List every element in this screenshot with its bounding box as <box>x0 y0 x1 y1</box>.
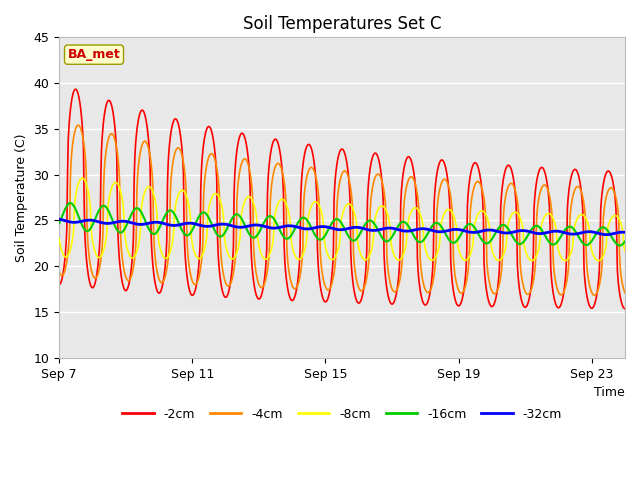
Text: BA_met: BA_met <box>68 48 120 61</box>
X-axis label: Time: Time <box>595 386 625 399</box>
Y-axis label: Soil Temperature (C): Soil Temperature (C) <box>15 133 28 262</box>
Title: Soil Temperatures Set C: Soil Temperatures Set C <box>243 15 442 33</box>
Legend: -2cm, -4cm, -8cm, -16cm, -32cm: -2cm, -4cm, -8cm, -16cm, -32cm <box>117 403 567 425</box>
